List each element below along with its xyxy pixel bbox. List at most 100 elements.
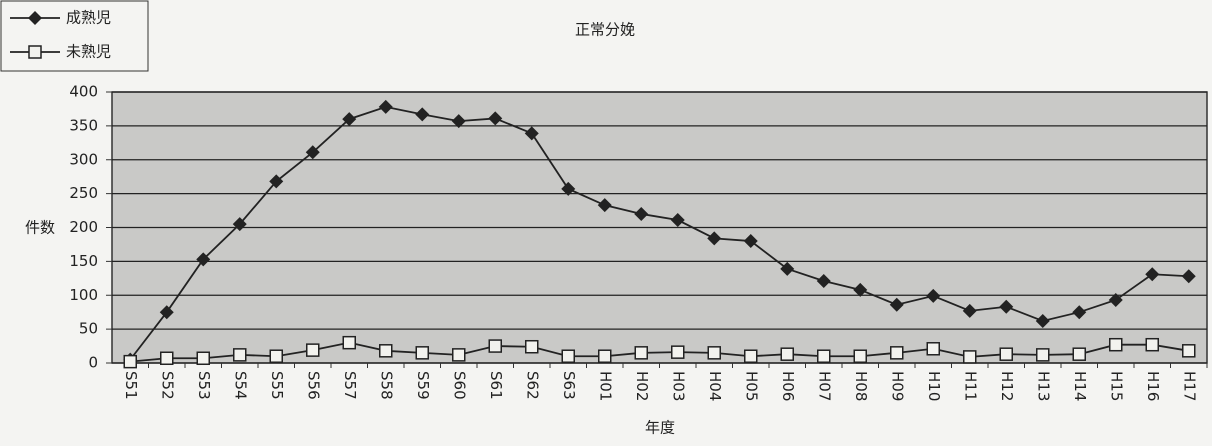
x-tick-label: S56 bbox=[304, 371, 322, 400]
point bbox=[561, 181, 576, 196]
point bbox=[1145, 267, 1160, 282]
point bbox=[999, 299, 1014, 314]
x-axis-label: 年度 bbox=[645, 419, 675, 437]
point bbox=[524, 126, 539, 141]
x-tick-label: S54 bbox=[231, 371, 249, 400]
point bbox=[1145, 337, 1159, 352]
x-tick-label: H06 bbox=[779, 371, 797, 401]
point bbox=[123, 354, 137, 369]
y-tick-label: 200 bbox=[69, 218, 98, 236]
x-tick-label: H05 bbox=[742, 371, 760, 401]
x-tick-label: H09 bbox=[888, 371, 906, 401]
point bbox=[488, 111, 503, 126]
legend-label: 未熟児 bbox=[66, 43, 111, 61]
y-tick-label: 100 bbox=[69, 286, 98, 304]
point bbox=[634, 206, 649, 221]
x-tick-label: S58 bbox=[377, 371, 395, 400]
point bbox=[597, 198, 612, 213]
point bbox=[743, 234, 758, 249]
x-tick-label: H13 bbox=[1034, 371, 1052, 401]
x-tick-label: H10 bbox=[925, 371, 943, 401]
x-tick-label: S57 bbox=[341, 371, 359, 400]
point bbox=[488, 339, 502, 353]
x-tick-label: S59 bbox=[414, 371, 432, 400]
series-line bbox=[129, 105, 1189, 361]
point bbox=[634, 346, 648, 360]
x-tick-label: H01 bbox=[596, 371, 614, 401]
point bbox=[379, 344, 393, 358]
x-tick-label: S55 bbox=[268, 371, 286, 400]
x-tick-label: S63 bbox=[560, 371, 578, 400]
y-axis-label: 件数 bbox=[25, 219, 55, 237]
point bbox=[1072, 347, 1086, 361]
point bbox=[963, 350, 977, 364]
point bbox=[233, 348, 247, 362]
y-tick-label: 300 bbox=[69, 150, 98, 168]
point bbox=[232, 217, 247, 232]
point bbox=[671, 345, 685, 359]
x-tick-label: H03 bbox=[669, 371, 687, 401]
chart-title: 正常分娩 bbox=[575, 21, 635, 39]
y-tick-label: 350 bbox=[69, 116, 98, 134]
point bbox=[999, 347, 1013, 361]
legend-marker bbox=[28, 11, 42, 25]
x-tick-label: H17 bbox=[1180, 371, 1198, 401]
point bbox=[196, 252, 211, 267]
point bbox=[1109, 337, 1123, 352]
point bbox=[780, 261, 795, 276]
point bbox=[1035, 313, 1050, 328]
point bbox=[561, 349, 575, 363]
x-tick-label: H07 bbox=[815, 371, 833, 401]
point bbox=[305, 145, 320, 160]
point bbox=[817, 349, 831, 363]
point bbox=[1036, 348, 1050, 362]
x-tick-label: S61 bbox=[487, 371, 505, 400]
point bbox=[853, 349, 867, 363]
legend-marker bbox=[28, 45, 42, 59]
point bbox=[744, 349, 758, 363]
point bbox=[159, 305, 174, 320]
legend bbox=[0, 0, 149, 72]
x-tick-label: H16 bbox=[1144, 371, 1162, 401]
x-tick-label: S62 bbox=[523, 371, 541, 400]
point bbox=[342, 112, 357, 127]
point bbox=[378, 99, 393, 114]
point bbox=[415, 346, 429, 360]
x-tick-label: H14 bbox=[1071, 371, 1089, 401]
point bbox=[598, 349, 612, 363]
point bbox=[670, 213, 685, 228]
point bbox=[962, 303, 977, 318]
point bbox=[306, 343, 320, 357]
point bbox=[1182, 344, 1196, 358]
point bbox=[1072, 305, 1087, 320]
y-tick-label: 250 bbox=[69, 184, 98, 202]
point bbox=[780, 347, 794, 361]
point bbox=[196, 351, 210, 366]
point bbox=[160, 351, 174, 366]
point bbox=[525, 339, 539, 354]
x-tick-label: H02 bbox=[633, 371, 651, 401]
x-tick-label: H08 bbox=[852, 371, 870, 401]
y-tick-label: 400 bbox=[69, 83, 98, 101]
x-tick-label: H12 bbox=[998, 371, 1016, 401]
point bbox=[269, 174, 284, 189]
x-tick-label: H11 bbox=[961, 371, 979, 401]
legend-label: 成熟児 bbox=[66, 9, 111, 27]
y-tick-label: 150 bbox=[69, 252, 98, 270]
point bbox=[452, 348, 466, 362]
point bbox=[1181, 269, 1196, 284]
y-tick-label: 0 bbox=[88, 354, 98, 372]
point bbox=[269, 349, 283, 363]
point bbox=[890, 346, 904, 360]
point bbox=[926, 288, 941, 303]
x-tick-label: S51 bbox=[122, 371, 140, 400]
x-tick-label: S60 bbox=[450, 371, 468, 400]
point bbox=[926, 342, 940, 356]
x-tick-label: S52 bbox=[158, 371, 176, 400]
y-tick-label: 50 bbox=[79, 320, 98, 338]
point bbox=[889, 297, 904, 312]
point bbox=[451, 114, 466, 129]
point bbox=[707, 231, 722, 246]
point bbox=[853, 282, 868, 297]
